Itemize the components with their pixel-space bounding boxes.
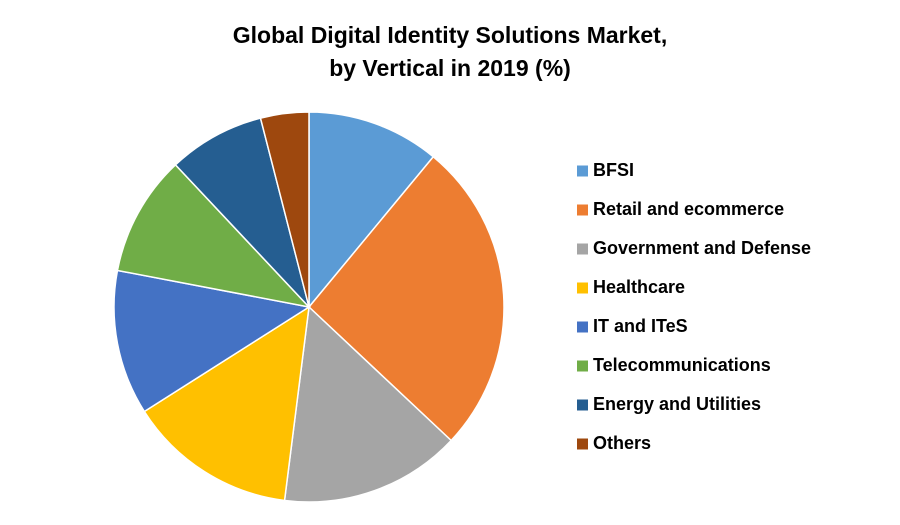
legend-label: Telecommunications bbox=[593, 355, 771, 375]
legend-swatch bbox=[577, 243, 588, 255]
legend-swatch bbox=[577, 360, 588, 372]
pie-slice bbox=[307, 155, 505, 442]
pie-slice bbox=[308, 111, 435, 310]
pie-slice bbox=[283, 305, 453, 503]
pie-slice bbox=[143, 305, 310, 502]
legend-swatch bbox=[577, 399, 588, 411]
legend-swatch bbox=[577, 165, 588, 177]
legend-label: BFSI bbox=[593, 160, 634, 180]
legend-swatch bbox=[577, 321, 588, 333]
legend-swatch bbox=[577, 204, 588, 216]
pie-slice bbox=[113, 269, 312, 413]
pie-slice bbox=[116, 163, 312, 309]
legend-swatch bbox=[577, 282, 588, 294]
legend-label: Energy and Utilities bbox=[593, 394, 761, 414]
legend-label: Healthcare bbox=[593, 277, 685, 297]
chart-title: by Vertical in 2019 (%) bbox=[329, 55, 571, 81]
legend-label: Others bbox=[593, 433, 651, 453]
legend-label: Retail and ecommerce bbox=[593, 199, 784, 219]
chart-title: Global Digital Identity Solutions Market… bbox=[233, 22, 667, 48]
pie-slice bbox=[259, 111, 310, 308]
pie-slice bbox=[174, 117, 310, 308]
legend-label: IT and ITeS bbox=[593, 316, 688, 336]
legend-swatch bbox=[577, 438, 588, 450]
legend-label: Government and Defense bbox=[593, 238, 811, 258]
